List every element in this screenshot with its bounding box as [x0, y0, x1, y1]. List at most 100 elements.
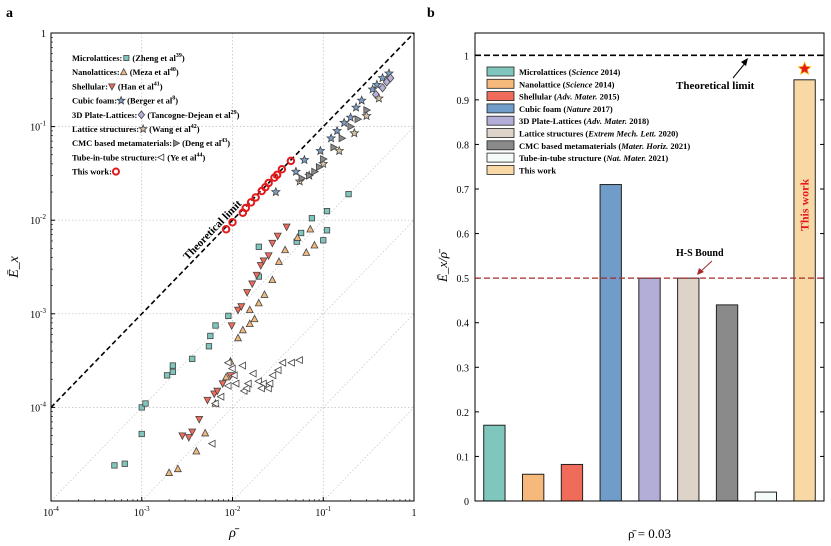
- a-data-point: [192, 446, 201, 455]
- a-data-point: [121, 460, 128, 467]
- a-data-point: [254, 298, 263, 307]
- a-legend-name: 3D Plate-Lattices: [72, 110, 135, 120]
- a-data-point: [169, 362, 176, 369]
- b-legend-swatch: [486, 115, 515, 126]
- a-diagonal-guides: [50, 126, 415, 502]
- a-data-point: [351, 102, 362, 112]
- a-data-point: [295, 356, 303, 365]
- a-x-tick-label: 10-3: [134, 505, 150, 519]
- a-legend-ref: (Han et al41): [118, 81, 163, 91]
- a-data-point: [373, 93, 384, 103]
- a-legend-entry: Microlattices:: [72, 53, 123, 63]
- a-data-point: [298, 174, 307, 183]
- a-data-point: [221, 225, 231, 234]
- a-series-this-work: [221, 156, 296, 234]
- a-data-point: [138, 430, 145, 438]
- a-legend-ref: (Deng et al43): [182, 138, 230, 148]
- b-bar: [677, 277, 700, 502]
- a-data-point: [264, 384, 272, 393]
- a-data-point: [138, 404, 145, 411]
- a-data-point: [207, 439, 216, 448]
- a-series-shellular: [178, 223, 291, 442]
- a-x-tick-label: 10-1: [315, 505, 331, 519]
- b-hs-bound-arrow: [699, 260, 713, 273]
- a-data-point: [377, 72, 388, 83]
- a-data-point: [111, 462, 118, 469]
- a-data-point: [268, 275, 277, 284]
- b-legend-entry: Cubic foam (Nature 2017): [519, 104, 613, 114]
- b-bar: [754, 491, 777, 502]
- a-legend-marker: [137, 110, 146, 120]
- a-data-point: [278, 358, 287, 367]
- b-theoretical-limit-arrowhead: [741, 58, 748, 66]
- a-legend-marker: [119, 67, 128, 76]
- b-legend-swatch: [486, 103, 515, 114]
- a-data-point: [245, 319, 254, 328]
- a-data-point: [320, 154, 328, 164]
- b-bars: [483, 79, 816, 502]
- a-data-point: [225, 312, 232, 320]
- a-data-point: [274, 257, 284, 265]
- b-legend-entry: 3D Plate-Lattices (Adv. Mater. 2018): [519, 116, 649, 126]
- b-y-tick-label: 1: [464, 51, 469, 62]
- a-data-point: [142, 400, 149, 407]
- b-y-tick-label: 0.5: [457, 274, 470, 285]
- a-data-point: [165, 468, 174, 476]
- a-data-point: [268, 371, 277, 380]
- a-data-point: [250, 314, 259, 323]
- b-legend-swatch: [486, 66, 515, 77]
- b-theoretical-limit-label: Theoretical limit: [676, 80, 755, 92]
- a-data-point: [345, 112, 356, 122]
- a-data-point: [338, 134, 347, 143]
- b-y-tick-label: 0.6: [457, 230, 470, 241]
- a-data-point: [233, 306, 243, 315]
- b-y-axis-label: Ē_x/ρ̄: [435, 248, 450, 283]
- b-legend-swatch: [486, 152, 515, 163]
- a-data-point: [264, 252, 273, 261]
- b-this-work-star: [797, 61, 812, 75]
- b-legend-swatch: [486, 91, 515, 101]
- a-legend-name: Cubic foam: [72, 96, 114, 106]
- a-data-point: [163, 372, 171, 379]
- panel-a-label: a: [6, 6, 13, 21]
- a-data-point: [260, 290, 269, 298]
- a-legend-marker: [123, 55, 130, 61]
- a-data-point: [349, 127, 360, 138]
- a-data-point: [265, 379, 274, 388]
- b-y-tick-label: 0.3: [457, 363, 470, 374]
- a-data-point: [212, 322, 219, 329]
- b-theoretical-limit-arrow: [732, 61, 747, 79]
- a-data-point: [272, 170, 282, 180]
- b-bar: [483, 424, 506, 502]
- a-legend-name: Shellular: [72, 81, 105, 91]
- a-data-point: [195, 415, 204, 424]
- b-bar: [599, 184, 622, 502]
- a-data-point: [257, 384, 265, 393]
- a-y-tick-label: 10-2: [30, 213, 46, 227]
- a-legend-ref: (Berger et al8): [127, 96, 178, 106]
- b-y-tick-label: 0.4: [457, 319, 470, 330]
- b-y-tick-label: 0.1: [457, 452, 470, 463]
- a-data-point: [248, 369, 257, 378]
- a-legend-ref: (Zheng et al39): [132, 53, 184, 63]
- a-data-point: [367, 84, 378, 94]
- a-data-point: [330, 143, 339, 152]
- a-data-point: [371, 79, 382, 90]
- b-legend-entry: Nanolattice (Science 2014): [519, 79, 615, 89]
- a-data-point: [273, 232, 282, 241]
- a-data-point: [311, 167, 320, 176]
- a-data-point: [356, 95, 367, 105]
- a-data-point: [268, 239, 277, 248]
- a-legend-entry: Lattice structures:: [72, 124, 139, 134]
- a-data-point: [290, 166, 301, 176]
- a-x-tick-label: 10-4: [43, 505, 59, 519]
- a-data-point: [207, 332, 214, 340]
- a-data-point: [229, 371, 238, 380]
- a-legend-name: Nanolattices: [72, 67, 118, 77]
- a-data-point: [237, 303, 246, 311]
- a-data-point: [293, 233, 302, 241]
- a-data-point: [354, 115, 363, 124]
- a-data-point: [233, 333, 243, 342]
- a-data-point: [339, 117, 350, 128]
- a-legend-ref: (Wang et al42): [149, 124, 200, 134]
